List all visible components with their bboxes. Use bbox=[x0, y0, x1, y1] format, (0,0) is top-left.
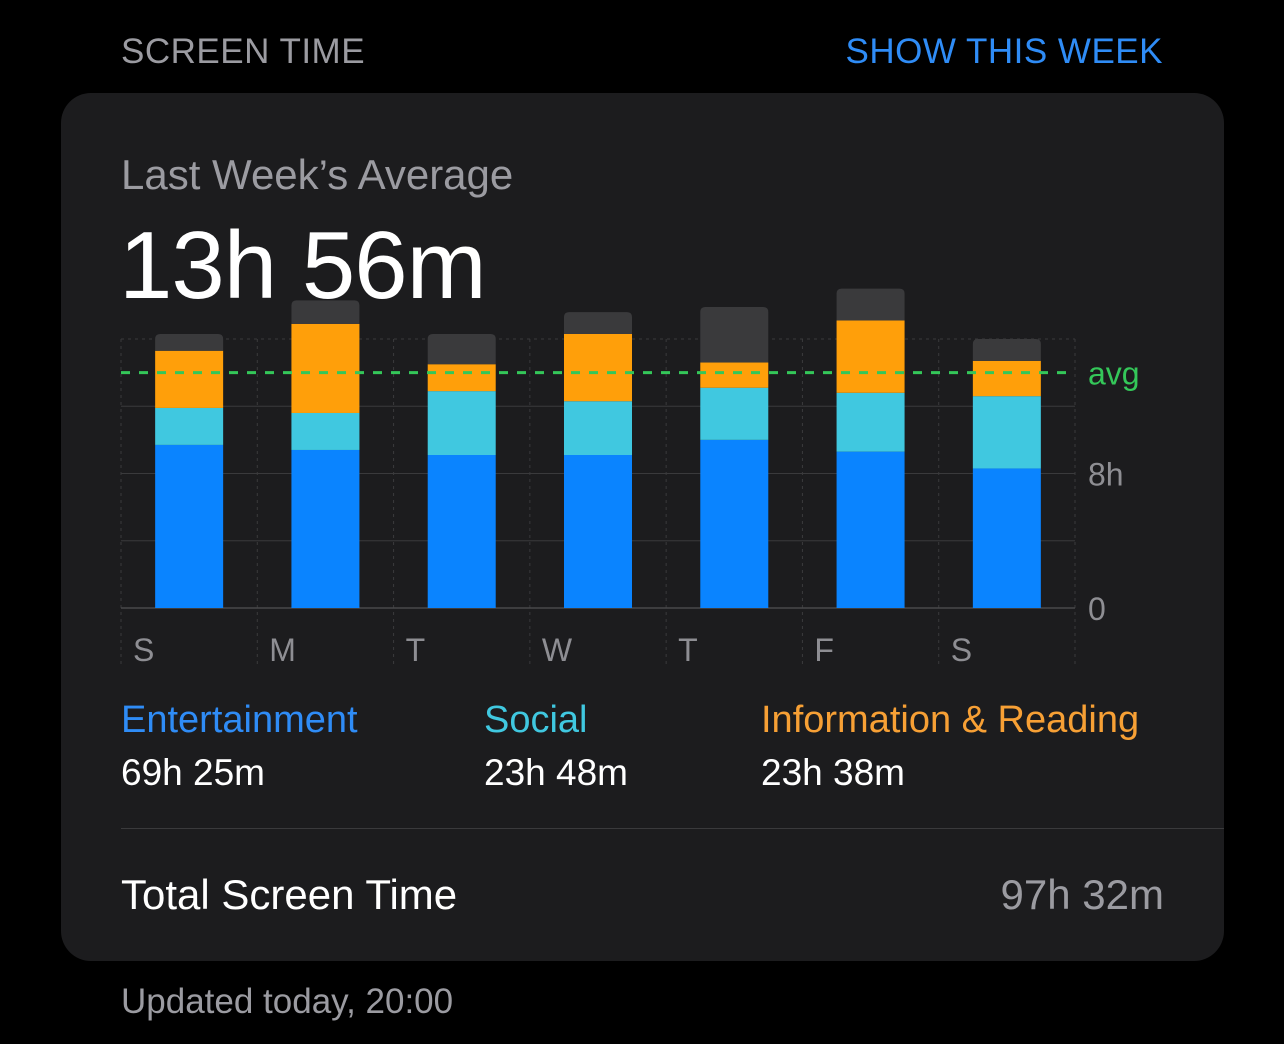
bar-information-0 bbox=[155, 350, 224, 408]
y-tick-label-0: 0 bbox=[1088, 591, 1106, 627]
day-label-4: T bbox=[678, 632, 698, 668]
bar-entertainment-4 bbox=[700, 439, 769, 608]
bar-social-4 bbox=[700, 387, 769, 440]
bar-other-0 bbox=[155, 333, 224, 351]
legend-social: Social 23h 48m bbox=[484, 699, 628, 794]
bar-other-6 bbox=[972, 339, 1041, 361]
section-title: SCREEN TIME bbox=[121, 32, 366, 71]
bar-information-1 bbox=[291, 323, 360, 413]
bar-social-5 bbox=[836, 392, 905, 452]
bar-social-2 bbox=[427, 391, 496, 456]
legend-information-label: Information & Reading bbox=[761, 699, 1140, 741]
average-line-label: avg bbox=[1088, 356, 1140, 392]
bar-information-5 bbox=[836, 320, 905, 393]
legend-entertainment-label: Entertainment bbox=[121, 699, 358, 741]
bar-social-0 bbox=[155, 407, 224, 445]
legend-social-value: 23h 48m bbox=[484, 752, 628, 793]
bar-social-6 bbox=[972, 396, 1041, 469]
bar-other-4 bbox=[700, 307, 769, 363]
bar-entertainment-3 bbox=[564, 455, 632, 608]
total-screen-time-label: Total Screen Time bbox=[121, 871, 458, 918]
bar-entertainment-0 bbox=[155, 444, 224, 608]
legend-information-value: 23h 38m bbox=[761, 752, 905, 793]
day-label-5: F bbox=[814, 632, 834, 668]
day-label-2: T bbox=[406, 632, 426, 668]
bar-social-1 bbox=[291, 412, 360, 450]
bar-entertainment-2 bbox=[427, 455, 496, 608]
bar-entertainment-1 bbox=[291, 449, 360, 608]
bar-social-3 bbox=[564, 401, 632, 456]
bar-other-5 bbox=[836, 288, 905, 321]
bar-information-3 bbox=[564, 333, 632, 402]
day-label-3: W bbox=[542, 632, 573, 668]
day-label-0: S bbox=[133, 632, 154, 668]
y-tick-label-1: 8h bbox=[1088, 457, 1124, 493]
bar-information-4 bbox=[700, 362, 769, 388]
legend-entertainment-value: 69h 25m bbox=[121, 752, 265, 793]
day-label-6: S bbox=[951, 632, 972, 668]
bar-other-3 bbox=[564, 312, 632, 334]
show-this-week-button[interactable]: SHOW THIS WEEK bbox=[845, 32, 1163, 71]
bar-other-1 bbox=[291, 300, 360, 324]
legend-entertainment: Entertainment 69h 25m bbox=[121, 699, 358, 794]
bar-other-2 bbox=[427, 333, 496, 365]
bar-entertainment-6 bbox=[972, 468, 1041, 608]
legend-social-label: Social bbox=[484, 699, 588, 741]
total-screen-time-value: 97h 32m bbox=[1000, 871, 1164, 918]
updated-timestamp: Updated today, 20:00 bbox=[121, 982, 454, 1021]
bar-information-2 bbox=[427, 364, 496, 392]
divider bbox=[121, 828, 1224, 829]
bar-information-6 bbox=[972, 360, 1041, 397]
legend-information-reading: Information & Reading 23h 38m bbox=[761, 699, 1139, 794]
bar-entertainment-5 bbox=[836, 451, 905, 608]
day-label-1: M bbox=[269, 632, 296, 668]
average-caption: Last Week’s Average bbox=[121, 151, 514, 198]
